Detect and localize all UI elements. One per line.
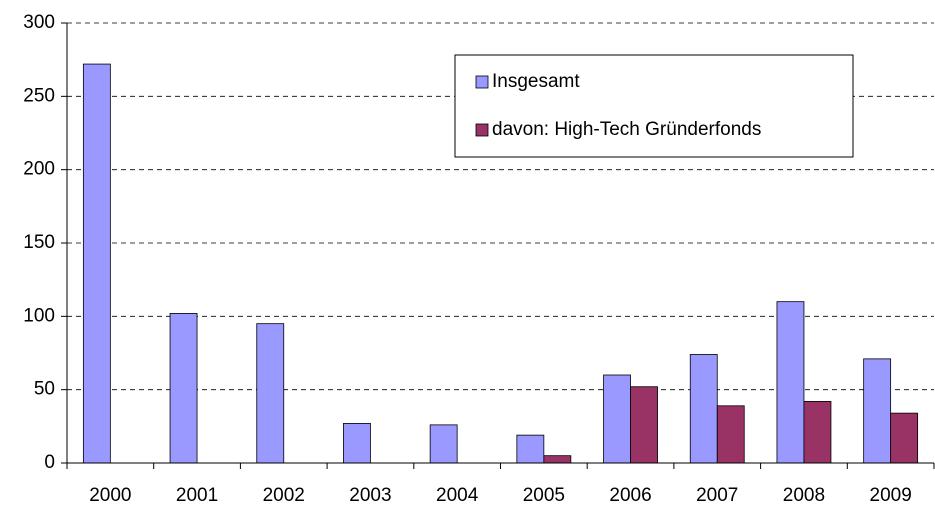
bar: [429, 424, 458, 464]
bar: [169, 312, 198, 464]
y-tick-label: 200: [23, 159, 55, 180]
x-tick-label: 2009: [870, 485, 912, 506]
x-tick-label: 2004: [436, 485, 479, 506]
x-tick-label: 2002: [263, 485, 305, 506]
bar: [776, 301, 805, 464]
x-tick-label: 2000: [89, 485, 131, 506]
x-tick-label: 2006: [609, 485, 651, 506]
y-tick-label: 150: [23, 232, 55, 253]
x-tick-label: 2008: [783, 485, 825, 506]
y-tick-label: 250: [23, 85, 55, 106]
bar: [630, 386, 658, 464]
x-tick-label: 2003: [349, 485, 391, 506]
bar: [689, 354, 718, 464]
bar: [803, 400, 832, 464]
bar: [543, 455, 572, 464]
y-tick-label: 100: [23, 305, 55, 326]
legend-label: Insgesamt: [492, 71, 580, 92]
bar: [863, 358, 892, 464]
y-tick-label: 300: [23, 12, 55, 33]
legend-swatch: [475, 75, 489, 89]
bar: [716, 405, 745, 464]
x-tick-label: 2007: [696, 485, 738, 506]
bar: [343, 422, 371, 464]
bar: [516, 434, 545, 464]
bar: [82, 63, 111, 464]
x-tick-label: 2005: [523, 485, 565, 506]
bar: [603, 374, 631, 464]
x-tick-label: 2001: [176, 485, 218, 506]
y-tick-label: 50: [34, 379, 55, 400]
legend-box: [454, 54, 854, 158]
bar: [890, 412, 919, 464]
legend-swatch: [475, 123, 489, 137]
y-tick-label: 0: [44, 452, 55, 473]
legend-label: davon: High-Tech Gründerfonds: [492, 119, 761, 140]
bar: [256, 323, 285, 464]
